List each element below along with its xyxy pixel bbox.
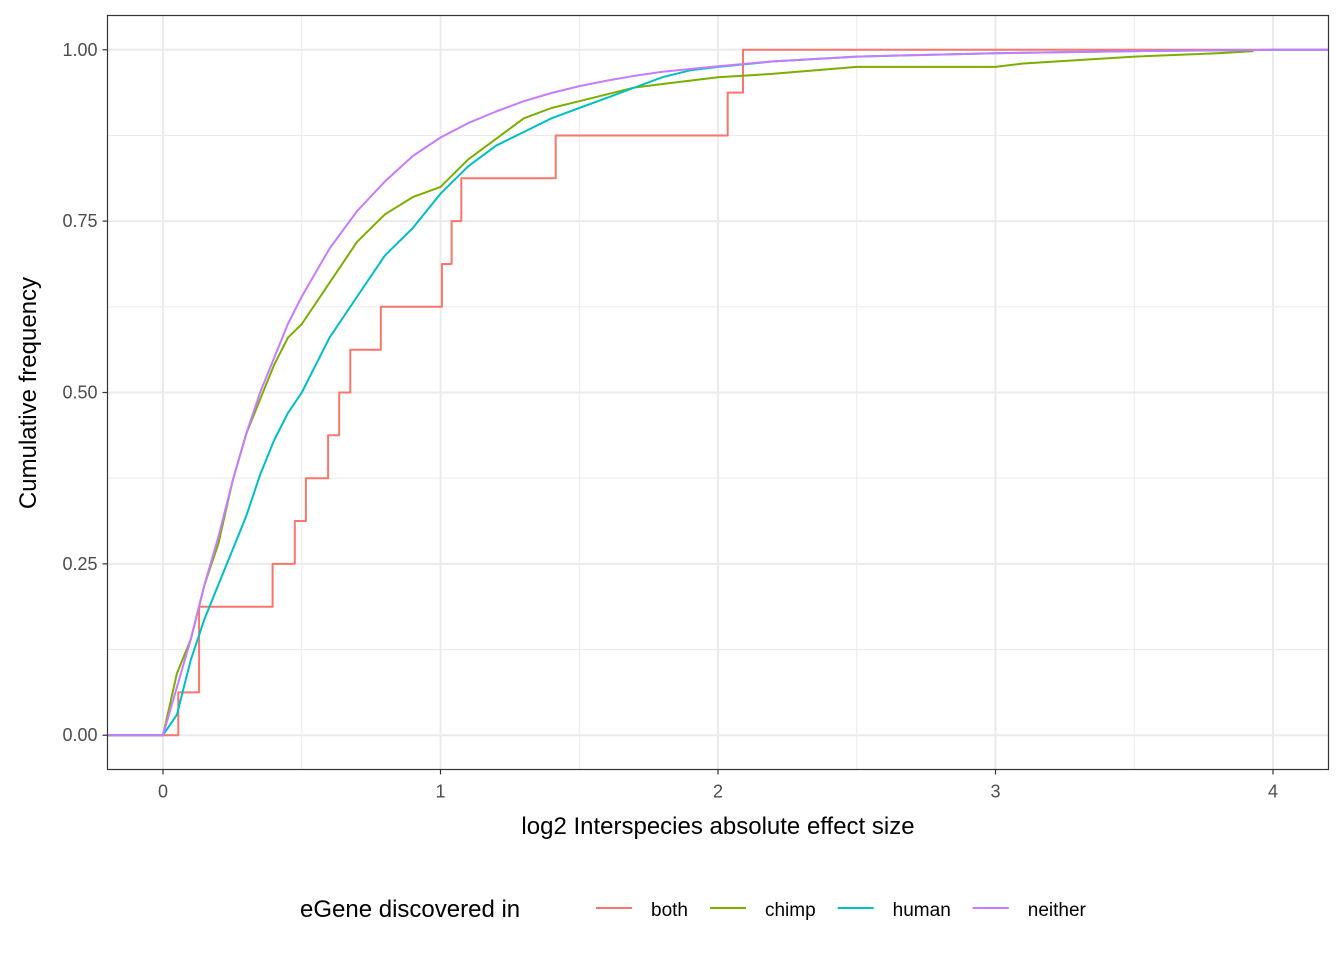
x-tick-label: 4: [1268, 782, 1278, 802]
y-axis-title: Cumulative frequency: [15, 277, 42, 509]
y-tick-label: 0.00: [62, 725, 97, 745]
series-line-both: [107, 48, 1329, 737]
y-tick-label: 0.25: [62, 554, 97, 574]
series-lines: [107, 48, 1329, 737]
legend: eGene discovered in both chimp human neithe…: [300, 896, 1087, 923]
legend-label-neither: neither: [1028, 900, 1087, 921]
y-tick-label: 1.00: [62, 40, 97, 60]
x-tick-label: 2: [713, 782, 723, 802]
x-axis: 0 1 2 3 4: [158, 769, 1278, 802]
legend-label-human: human: [893, 900, 951, 921]
x-tick-label: 0: [158, 782, 168, 802]
legend-items: both chimp human neither: [596, 900, 1087, 921]
legend-label-both: both: [651, 900, 688, 921]
major-gridlines: [107, 15, 1329, 770]
y-tick-label: 0.75: [62, 211, 97, 231]
x-tick-label: 1: [435, 782, 445, 802]
y-tick-label: 0.50: [62, 383, 97, 403]
x-axis-title: log2 Interspecies absolute effect size: [521, 813, 914, 840]
x-tick-label: 3: [990, 782, 1000, 802]
legend-title: eGene discovered in: [300, 896, 520, 923]
legend-label-chimp: chimp: [765, 900, 816, 921]
series-line-neither: [107, 48, 1329, 737]
y-axis: 0.00 0.25 0.50 0.75 1.00: [62, 40, 108, 745]
